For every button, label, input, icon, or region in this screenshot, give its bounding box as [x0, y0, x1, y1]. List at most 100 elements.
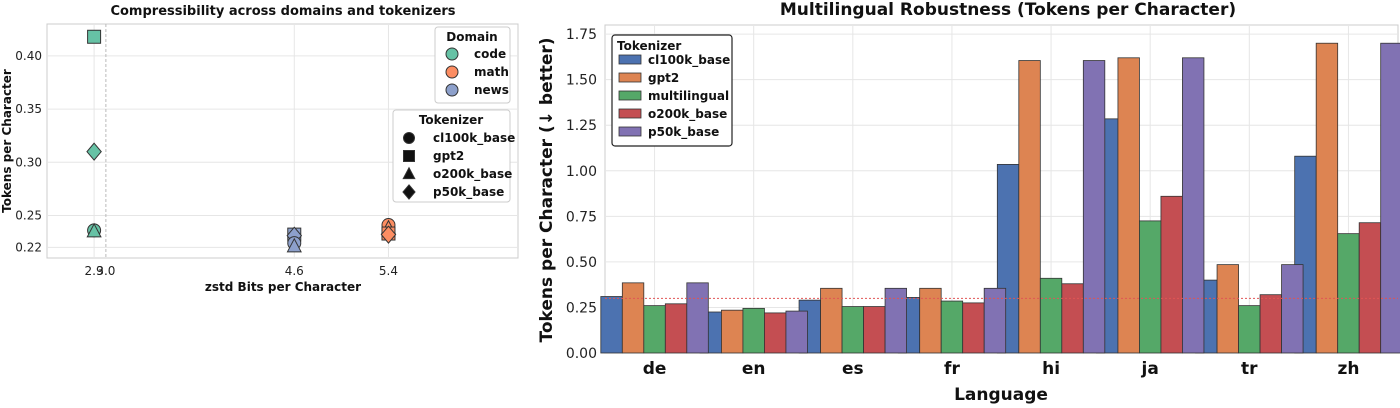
bar-p50k_base-fr	[983, 287, 1007, 354]
bar-legend-swatch	[618, 126, 642, 137]
bar-o200k_base-hi	[1061, 283, 1084, 354]
tokenizer-legend-marker-square	[403, 150, 415, 162]
bar-p50k_base-en	[785, 310, 808, 354]
scatter-title: Compressibility across domains and token…	[110, 4, 455, 19]
domain-legend-marker	[445, 83, 459, 97]
bar-o200k_base-fr	[962, 302, 985, 354]
bar-gpt2-en	[721, 309, 744, 354]
bar-series	[600, 42, 1400, 354]
bar-gpt2-de	[621, 282, 645, 354]
bar-multilingual-fr	[940, 300, 964, 354]
scatter-x-ticks: 2.93.0 4.6 5.4	[85, 264, 398, 278]
bar-chart: Multilingual Robustness (Tokens per Char…	[537, 0, 1400, 405]
bar-multilingual-hi	[1039, 277, 1063, 354]
domain-legend-label: math	[474, 65, 509, 79]
bar-x-tick-label: tr	[1241, 359, 1258, 379]
bar-x-tick-label: hi	[1042, 359, 1060, 379]
scatter-y-tick-label: 0.22	[15, 240, 42, 254]
bar-legend: Tokenizer cl100k_base gpt2 multilingual o20…	[611, 34, 733, 147]
bar-cl100k_base-de	[600, 296, 623, 354]
bar-legend-label: gpt2	[648, 71, 679, 85]
bar-p50k_base-tr	[1281, 264, 1304, 354]
bar-p50k_base-hi	[1082, 60, 1106, 354]
bar-legend-box	[611, 34, 733, 147]
scatter-points	[86, 29, 397, 253]
bar-multilingual-tr	[1238, 305, 1261, 354]
bar-legend-swatch	[618, 90, 642, 101]
bar-x-tick-label: de	[643, 359, 667, 379]
bar-x-tick-label: ja	[1141, 359, 1159, 379]
bar-gpt2-tr	[1216, 264, 1239, 354]
bar-o200k_base-de	[664, 303, 688, 354]
domain-legend-marker	[445, 65, 459, 79]
scatter-x-tick-label: 2.9	[85, 264, 104, 278]
bar-multilingual-de	[643, 305, 666, 354]
domain-legend-label: code	[474, 47, 506, 61]
tokenizer-legend-label: cl100k_base	[433, 131, 515, 146]
bar-legend-label: multilingual	[648, 89, 729, 103]
domain-legend-label: news	[474, 83, 509, 97]
bar-p50k_base-es	[884, 287, 907, 354]
bar-x-axis-label: Language	[954, 385, 1048, 404]
bar-legend-label: cl100k_base	[648, 53, 730, 68]
tokenizer-legend-marker-circle	[403, 132, 415, 144]
tokenizer-legend-label: gpt2	[433, 149, 464, 163]
bar-o200k_base-en	[764, 312, 787, 354]
scatter-x-tick-label: 5.4	[379, 264, 398, 278]
bar-o200k_base-ja	[1160, 195, 1183, 354]
tokenizer-legend-box	[392, 109, 511, 203]
tokenizer-legend-marker-diamond	[402, 184, 416, 200]
bar-y-ticks: 0.00 0.25 0.50 0.75 1.00 1.25 1.50 1.75	[566, 27, 597, 362]
scatter-y-tick-label: 0.40	[15, 49, 42, 63]
bar-p50k_base-ja	[1182, 57, 1205, 354]
bar-gpt2-hi	[1018, 60, 1041, 354]
bar-multilingual-ja	[1139, 220, 1162, 354]
bar-multilingual-en	[742, 307, 765, 354]
bar-y-tick-label: 0.00	[566, 346, 597, 362]
scatter-y-tick-label: 0.25	[15, 208, 42, 222]
bar-o200k_base-tr	[1259, 294, 1282, 354]
bar-p50k_base-zh	[1380, 42, 1400, 354]
bar-y-tick-label: 1.25	[566, 118, 597, 134]
bar-legend-label: p50k_base	[648, 125, 719, 140]
scatter-point-news-o200k_base	[286, 237, 302, 253]
bar-title: Multilingual Robustness (Tokens per Char…	[780, 0, 1236, 20]
bar-y-tick-label: 0.25	[566, 300, 597, 316]
bar-y-axis-label: Tokens per Character (↓ better)	[537, 37, 557, 342]
scatter-y-tick-label: 0.35	[15, 102, 42, 116]
tokenizer-legend: Tokenizer cl100k_base gpt2 o200k_base p50k_…	[392, 109, 515, 203]
bar-y-tick-label: 0.75	[566, 209, 597, 225]
tokenizer-legend-label: o200k_base	[433, 167, 512, 182]
bar-multilingual-es	[841, 306, 864, 354]
domain-legend-marker	[445, 47, 459, 61]
bar-x-ticks: de en es fr hi ja tr zh	[643, 359, 1360, 379]
bar-y-tick-label: 0.50	[566, 255, 597, 271]
scatter-y-ticks: 0.22 0.25 0.30 0.35 0.40	[15, 49, 42, 254]
scatter-point-math-p50k_base	[380, 225, 397, 244]
bar-legend-swatch	[618, 72, 642, 83]
bar-legend-swatch	[618, 54, 642, 65]
scatter-point-code-p50k_base	[86, 142, 102, 161]
bar-gpt2-zh	[1315, 42, 1339, 354]
bar-y-tick-label: 1.00	[566, 164, 597, 180]
tokenizer-legend-label: p50k_base	[433, 185, 504, 200]
bar-legend-label: o200k_base	[648, 107, 727, 122]
bar-p50k_base-de	[686, 282, 709, 354]
bar-legend-swatch	[618, 108, 642, 119]
bar-x-tick-label: en	[742, 359, 766, 379]
scatter-point-code-o200k_base	[86, 222, 102, 238]
scatter-y-tick-label: 0.30	[15, 155, 42, 169]
scatter-point-code-gpt2	[87, 29, 102, 44]
bar-legend-title: Tokenizer	[617, 39, 681, 53]
bar-gpt2-ja	[1117, 57, 1140, 354]
scatter-x-tick-label: 4.6	[285, 264, 304, 278]
bar-x-tick-label: fr	[944, 359, 960, 379]
bar-x-tick-label: es	[842, 359, 864, 379]
scatter-y-axis-label: Tokens per Character	[0, 69, 14, 213]
bar-o200k_base-es	[863, 306, 886, 354]
bar-multilingual-zh	[1337, 233, 1360, 354]
domain-legend-title: Domain	[446, 30, 497, 44]
bar-y-tick-label: 1.50	[566, 73, 597, 89]
bar-o200k_base-zh	[1358, 222, 1382, 354]
